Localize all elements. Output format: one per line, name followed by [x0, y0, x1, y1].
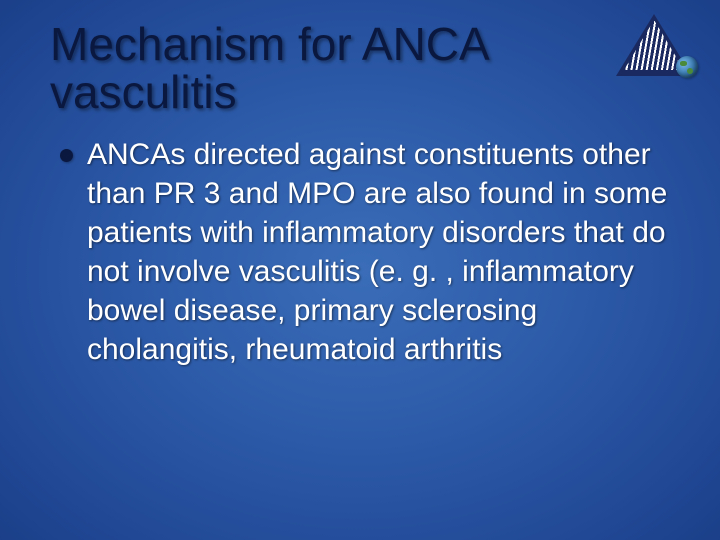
bullet-text: ANCAs directed against constituents othe…	[87, 135, 680, 369]
globe-icon	[676, 56, 698, 78]
bullet-item: ANCAs directed against constituents othe…	[60, 135, 680, 369]
corner-logo	[610, 14, 700, 84]
slide-title: Mechanism for ANCA vasculitis	[50, 20, 680, 117]
slide-container: Mechanism for ANCA vasculitis ANCAs dire…	[0, 0, 720, 540]
slide-body: ANCAs directed against constituents othe…	[50, 135, 680, 369]
bullet-marker-icon	[60, 149, 73, 162]
